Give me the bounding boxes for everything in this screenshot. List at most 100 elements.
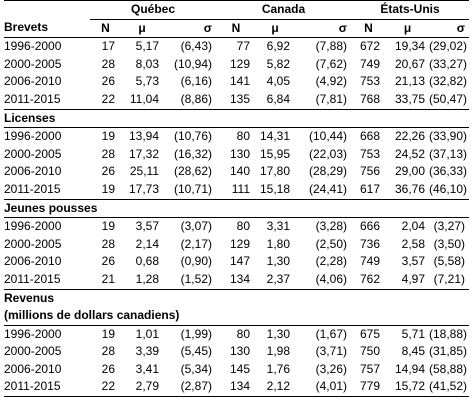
table-row: 1996-2000 19 13,94 (10,76) 80 14,31 (10,44) 668… <box>4 128 469 146</box>
ca-sigma-cell: (2,28) <box>315 254 347 269</box>
qc-n-cell: 28 <box>101 236 115 251</box>
group-canada: Canada <box>216 0 351 20</box>
col-sigma: σ <box>429 19 469 39</box>
us-n-cell: 672 <box>359 39 380 54</box>
qc-mu-cell: 2,14 <box>135 236 159 251</box>
section-header-row: Revenus <box>4 289 469 307</box>
qc-sigma-cell: (2,87) <box>163 378 216 398</box>
qc-sigma-cell: (8,86) <box>163 90 216 110</box>
qc-mu-cell: 17,73 <box>121 180 163 200</box>
us-mu-cell: 2,58 <box>401 236 425 251</box>
us-n-cell: 753 <box>359 146 380 161</box>
statistics-table: Québec Canada États-Unis Brevets N μ σ N… <box>4 0 469 398</box>
period-cell: 2011-2015 <box>4 270 90 290</box>
ca-sigma-cell: (28,29) <box>308 164 347 179</box>
ca-sigma-cell: (3,26) <box>315 361 347 376</box>
qc-sigma-cell: (10,71) <box>163 180 216 200</box>
ca-n-cell: 141 <box>229 74 250 89</box>
qc-mu-cell: 5,17 <box>135 39 159 54</box>
section-title: Licenses <box>4 109 469 129</box>
qc-mu-cell: 17,32 <box>128 146 159 161</box>
us-mu-cell: 15,72 <box>386 378 429 398</box>
qc-n-cell: 22 <box>90 90 121 110</box>
us-sigma-cell: (33,90) <box>429 129 468 144</box>
ca-n-cell: 77 <box>236 39 250 54</box>
ca-n-cell: 130 <box>229 344 250 359</box>
table-row: 1996-2000 19 1,01 (1,99) 80 1,30 (1,67) 675 5,71… <box>4 325 469 343</box>
us-mu-cell: 22,26 <box>394 129 425 144</box>
us-n-cell: 736 <box>359 236 380 251</box>
section-subtitle-row: (millions de dollars canadiens) <box>4 307 469 326</box>
table-row: 2011-2015 19 17,73 (10,71) 111 15,18 (24,41) 61… <box>4 180 469 200</box>
section-header-row: Jeunes pousses <box>4 199 469 219</box>
col-mu: μ <box>386 19 429 39</box>
ca-mu-cell: 3,31 <box>266 219 290 234</box>
ca-mu-cell: 1,30 <box>266 254 290 269</box>
qc-mu-cell: 13,94 <box>128 129 159 144</box>
qc-n-cell: 19 <box>101 219 115 234</box>
group-header-row: Québec Canada États-Unis <box>4 0 469 20</box>
us-sigma-cell: (18,88) <box>429 326 468 341</box>
period-cell: 2011-2015 <box>4 378 90 398</box>
ca-sigma-cell: (3,71) <box>315 344 347 359</box>
table-row: 2000-2005 28 17,32 (16,32) 130 15,95 (22,03) 75… <box>4 146 469 164</box>
ca-mu-cell: 1,80 <box>266 236 290 251</box>
us-mu-cell: 5,71 <box>401 326 425 341</box>
us-sigma-cell: (46,10) <box>429 180 469 200</box>
qc-mu-cell: 0,68 <box>135 254 159 269</box>
qc-n-cell: 26 <box>101 254 115 269</box>
ca-n-cell: 130 <box>229 146 250 161</box>
us-n-cell: 617 <box>351 180 386 200</box>
ca-n-cell: 140 <box>229 164 250 179</box>
ca-n-cell: 147 <box>229 254 250 269</box>
us-n-cell: 675 <box>359 326 380 341</box>
us-sigma-cell: (50,47) <box>429 90 469 110</box>
us-sigma-cell: (36,33) <box>429 164 468 179</box>
period-cell: 2006-2010 <box>4 74 62 89</box>
qc-n-cell: 22 <box>90 378 121 398</box>
qc-n-cell: 26 <box>101 361 115 376</box>
period-cell: 2006-2010 <box>4 361 62 376</box>
table-row: 2006-2010 26 5,73 (6,16) 141 4,05 (4,92) 753 21,… <box>4 73 469 91</box>
ca-n-cell: 134 <box>216 270 256 290</box>
col-n: N <box>216 19 256 39</box>
table-body: Québec Canada États-Unis Brevets N μ σ N… <box>4 0 469 398</box>
col-n: N <box>351 19 386 39</box>
us-n-cell: 666 <box>359 219 380 234</box>
ca-sigma-cell: (22,03) <box>308 146 347 161</box>
table-row: 2011-2015 22 2,79 (2,87) 134 2,12 (4,01) 779 15,… <box>4 378 469 398</box>
period-cell: 2006-2010 <box>4 254 62 269</box>
us-n-cell: 756 <box>359 164 380 179</box>
group-quebec: Québec <box>90 0 216 20</box>
us-mu-cell: 3,57 <box>401 254 425 269</box>
period-cell: 1996-2000 <box>4 39 62 54</box>
table-row: 2011-2015 21 1,28 (1,52) 134 2,37 (4,06) 762 4,9… <box>4 270 469 290</box>
qc-n-cell: 26 <box>101 74 115 89</box>
qc-sigma-cell: (2,17) <box>180 236 212 251</box>
qc-sigma-cell: (10,94) <box>173 56 212 71</box>
table-row: 1996-2000 19 3,57 (3,07) 80 3,31 (3,28) 666 2,04… <box>4 218 469 236</box>
qc-sigma-cell: (16,32) <box>173 146 212 161</box>
ca-sigma-cell: (2,50) <box>315 236 347 251</box>
period-cell: 2000-2005 <box>4 56 62 71</box>
us-mu-cell: 4,97 <box>386 270 429 290</box>
us-mu-cell: 2,04 <box>401 219 425 234</box>
us-mu-cell: 8,45 <box>401 344 425 359</box>
table-row: 2006-2010 26 3,41 (5,34) 145 1,76 (3,26) 757 14,… <box>4 361 469 379</box>
us-sigma-cell: (3,27) <box>433 219 465 234</box>
us-mu-cell: 20,67 <box>394 56 425 71</box>
period-cell: 1996-2000 <box>4 219 62 234</box>
ca-mu-cell: 1,98 <box>266 344 290 359</box>
ca-sigma-cell: (4,06) <box>294 270 351 290</box>
table-row: 1996-2000 17 5,17 (6,43) 77 6,92 (7,88) 672 19,3… <box>4 38 469 56</box>
period-cell: 1996-2000 <box>4 129 62 144</box>
qc-mu-cell: 25,11 <box>129 164 159 179</box>
ca-sigma-cell: (10,44) <box>308 129 347 144</box>
col-mu: μ <box>256 19 294 39</box>
ca-n-cell: 80 <box>236 219 250 234</box>
us-sigma-cell: (37,13) <box>429 146 468 161</box>
us-sigma-cell: (31,85) <box>429 344 468 359</box>
section-title: Revenus <box>4 290 55 305</box>
qc-sigma-cell: (0,90) <box>180 254 212 269</box>
ca-sigma-cell: (4,01) <box>294 378 351 398</box>
